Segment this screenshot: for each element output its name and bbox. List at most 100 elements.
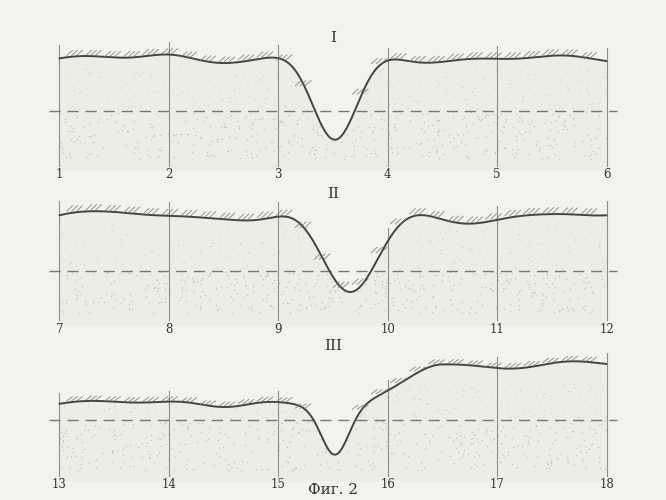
Point: [67, 268, 77, 276]
Point: [355, 285, 366, 293]
Point: [447, 300, 458, 308]
Point: [388, 298, 399, 306]
Point: [293, 428, 304, 436]
Point: [505, 414, 516, 422]
Point: [254, 116, 264, 124]
Point: [369, 149, 380, 157]
Point: [568, 104, 579, 112]
Point: [121, 442, 131, 450]
Point: [489, 118, 500, 126]
Point: [133, 143, 143, 151]
Point: [501, 79, 512, 87]
Point: [461, 220, 472, 228]
Point: [448, 281, 458, 289]
Point: [546, 105, 557, 113]
Point: [182, 466, 192, 473]
Point: [188, 124, 198, 132]
Point: [61, 108, 72, 116]
Point: [377, 425, 388, 433]
Point: [294, 114, 305, 122]
Point: [231, 252, 242, 260]
Point: [406, 298, 417, 306]
Point: [206, 151, 216, 159]
Point: [563, 306, 573, 314]
Point: [274, 117, 285, 125]
Point: [296, 407, 307, 415]
Point: [469, 452, 480, 460]
Point: [591, 430, 601, 438]
Point: [155, 130, 165, 138]
Point: [220, 456, 230, 464]
Point: [596, 258, 607, 266]
Point: [62, 270, 73, 278]
Point: [425, 438, 436, 446]
Point: [472, 426, 483, 434]
Point: [374, 97, 385, 105]
Point: [513, 288, 524, 296]
Point: [448, 142, 458, 150]
Point: [581, 86, 591, 94]
Point: [102, 268, 113, 276]
Point: [288, 424, 298, 432]
Point: [83, 402, 93, 410]
Point: [118, 260, 129, 268]
Point: [58, 148, 69, 156]
Point: [194, 304, 205, 312]
Point: [382, 278, 393, 286]
Point: [74, 138, 85, 146]
Point: [324, 288, 334, 296]
Point: [206, 417, 216, 425]
Point: [279, 101, 290, 109]
Point: [172, 405, 182, 413]
Point: [292, 116, 302, 124]
Point: [136, 452, 147, 460]
Point: [581, 273, 592, 281]
Point: [511, 238, 521, 246]
Point: [230, 72, 241, 80]
Point: [376, 426, 387, 434]
Point: [513, 230, 523, 238]
Point: [246, 91, 257, 99]
Point: [505, 248, 516, 256]
Point: [152, 452, 163, 460]
Point: [599, 282, 609, 290]
Point: [325, 274, 336, 282]
Point: [529, 411, 539, 419]
Point: [246, 302, 256, 310]
Point: [60, 115, 71, 123]
Point: [259, 232, 270, 240]
Point: [384, 100, 394, 108]
Point: [145, 152, 156, 160]
Point: [65, 260, 76, 268]
Point: [413, 72, 424, 80]
Point: [89, 422, 100, 430]
Point: [569, 142, 580, 150]
Point: [354, 301, 365, 309]
Point: [106, 292, 117, 300]
Point: [574, 447, 585, 455]
Point: [279, 408, 290, 416]
Point: [145, 436, 156, 444]
Point: [562, 233, 573, 241]
Point: [230, 71, 240, 79]
Point: [537, 301, 547, 309]
Point: [282, 442, 292, 450]
Point: [409, 409, 420, 417]
Point: [377, 124, 388, 132]
Point: [392, 306, 403, 314]
Point: [212, 306, 222, 314]
Point: [485, 284, 496, 292]
Point: [519, 128, 530, 136]
Point: [522, 452, 533, 460]
Point: [510, 386, 521, 394]
Point: [549, 283, 560, 291]
Point: [473, 388, 484, 396]
Point: [141, 410, 151, 418]
Point: [118, 458, 129, 466]
Point: [250, 94, 260, 102]
Point: [260, 272, 270, 280]
Point: [107, 446, 117, 454]
Point: [478, 460, 489, 468]
Point: [562, 86, 573, 94]
Point: [442, 386, 453, 394]
